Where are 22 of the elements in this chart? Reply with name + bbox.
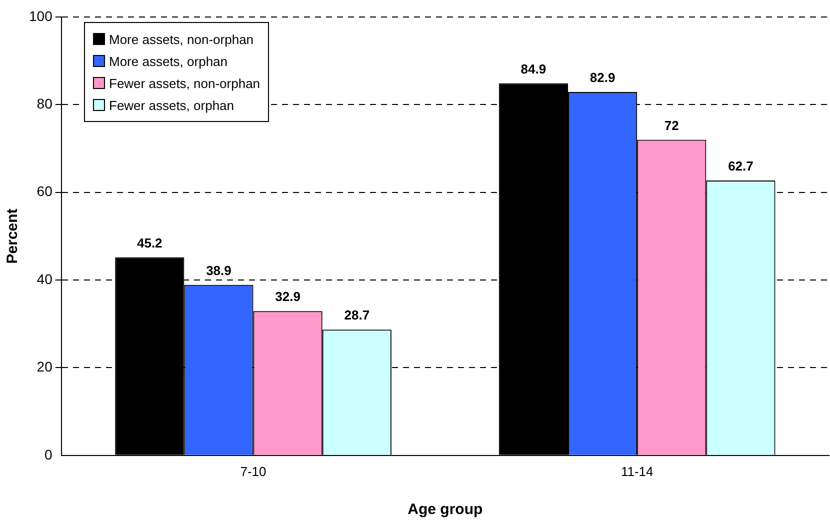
- data-label: 82.9: [590, 70, 616, 86]
- x-tick-label: 11-14: [620, 464, 654, 479]
- y-axis-title: Percent: [4, 208, 22, 264]
- data-label: 84.9: [520, 61, 546, 76]
- y-tick-label: 60: [36, 183, 53, 200]
- y-tick-label: 80: [36, 96, 53, 112]
- x-tick-label: 7-10: [240, 464, 266, 479]
- data-label: 45.2: [136, 235, 162, 250]
- data-label: 28.7: [344, 308, 370, 323]
- x-axis-title: Age group: [408, 501, 483, 518]
- legend-label: More assets, orphan: [109, 54, 228, 68]
- data-label: 32.9: [275, 289, 300, 304]
- data-label: 72: [664, 118, 679, 133]
- data-label: 38.9: [206, 262, 232, 278]
- y-tick-label: 0: [44, 446, 53, 462]
- y-tick-label: 40: [36, 270, 53, 287]
- y-tick-label: 100: [29, 8, 53, 24]
- legend-label: Fewer assets, orphan: [109, 98, 234, 112]
- legend-label: Fewer assets, non-orphan: [109, 76, 260, 90]
- data-label: 62.7: [728, 158, 754, 174]
- y-tick-label: 20: [36, 358, 53, 375]
- legend-label: More assets, non-orphan: [109, 32, 254, 46]
